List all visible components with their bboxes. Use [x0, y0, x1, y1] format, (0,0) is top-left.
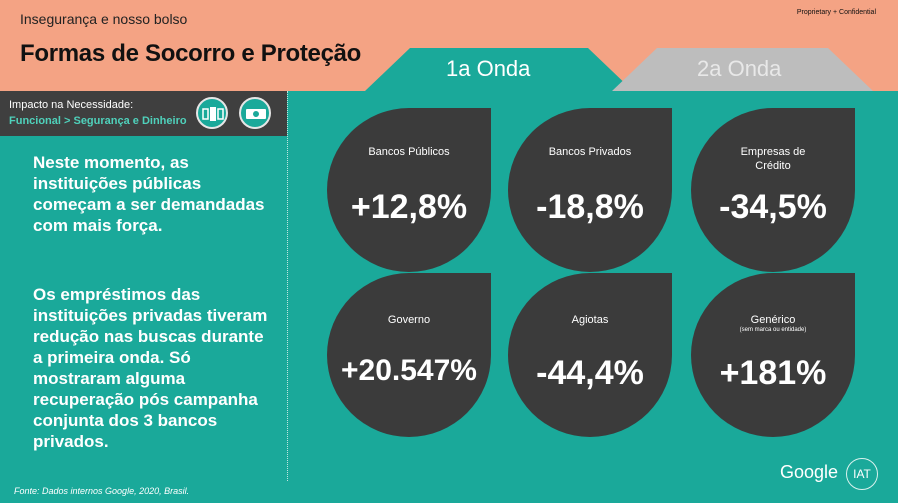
wave-tabs — [365, 48, 873, 91]
stat-value: +12,8% — [350, 188, 468, 226]
tab-2a-onda[interactable]: 2a Onda — [697, 56, 782, 81]
stat-label: Bancos Públicos — [368, 146, 450, 158]
google-logo: Google — [780, 462, 839, 482]
stat-label: Genérico — [750, 314, 796, 326]
tab-2a-onda-shape — [612, 48, 873, 91]
stat-value: -34,5% — [719, 188, 827, 226]
page-title: Formas de Socorro e Proteção — [20, 40, 362, 67]
stat-generico: Genérico (sem marca ou entidade) +181% — [691, 273, 855, 437]
impact-title: Impacto na Necessidade: — [9, 99, 134, 111]
stat-bancos-privados: Bancos Privados -18,8% — [508, 108, 672, 272]
iat-logo: IAT — [846, 458, 878, 490]
tab-1a-onda[interactable]: 1a Onda — [446, 56, 531, 81]
security-icon — [196, 97, 228, 129]
confidential-label: Proprietary + Confidential — [796, 9, 876, 16]
paragraph-2: Os empréstimos das instituições privadas… — [33, 285, 268, 451]
stat-label: Bancos Privados — [548, 146, 632, 158]
money-icon — [239, 97, 271, 129]
impact-subtitle: Funcional > Segurança e Dinheiro — [9, 115, 187, 127]
stat-value: +181% — [719, 354, 827, 392]
stat-value: +20.547% — [341, 354, 477, 387]
stat-agiotas: Agiotas -44,4% — [508, 273, 672, 437]
stat-label: Agiotas — [571, 314, 609, 326]
page-kicker: Insegurança e nosso bolso — [20, 11, 188, 27]
stat-value: -44,4% — [536, 354, 644, 392]
stat-empresas-de-credito: Empresas de Crédito -34,5% — [691, 108, 855, 272]
stat-sublabel: (sem marca ou entidade) — [739, 327, 807, 333]
stat-value: -18,8% — [536, 188, 644, 226]
stat-governo: Governo +20.547% — [327, 273, 491, 437]
stat-bancos-publicos: Bancos Públicos +12,8% — [327, 108, 491, 272]
column-divider — [287, 91, 288, 481]
tab-1a-onda-shape — [365, 48, 633, 91]
impact-bar: Impacto na Necessidade: Funcional > Segu… — [0, 91, 287, 136]
stat-label: Empresas de Crédito — [740, 146, 806, 172]
source-note: Fonte: Dados internos Google, 2020, Bras… — [14, 486, 190, 496]
stat-label: Governo — [387, 314, 431, 326]
paragraph-1: Neste momento, as instituições públicas … — [33, 153, 265, 235]
